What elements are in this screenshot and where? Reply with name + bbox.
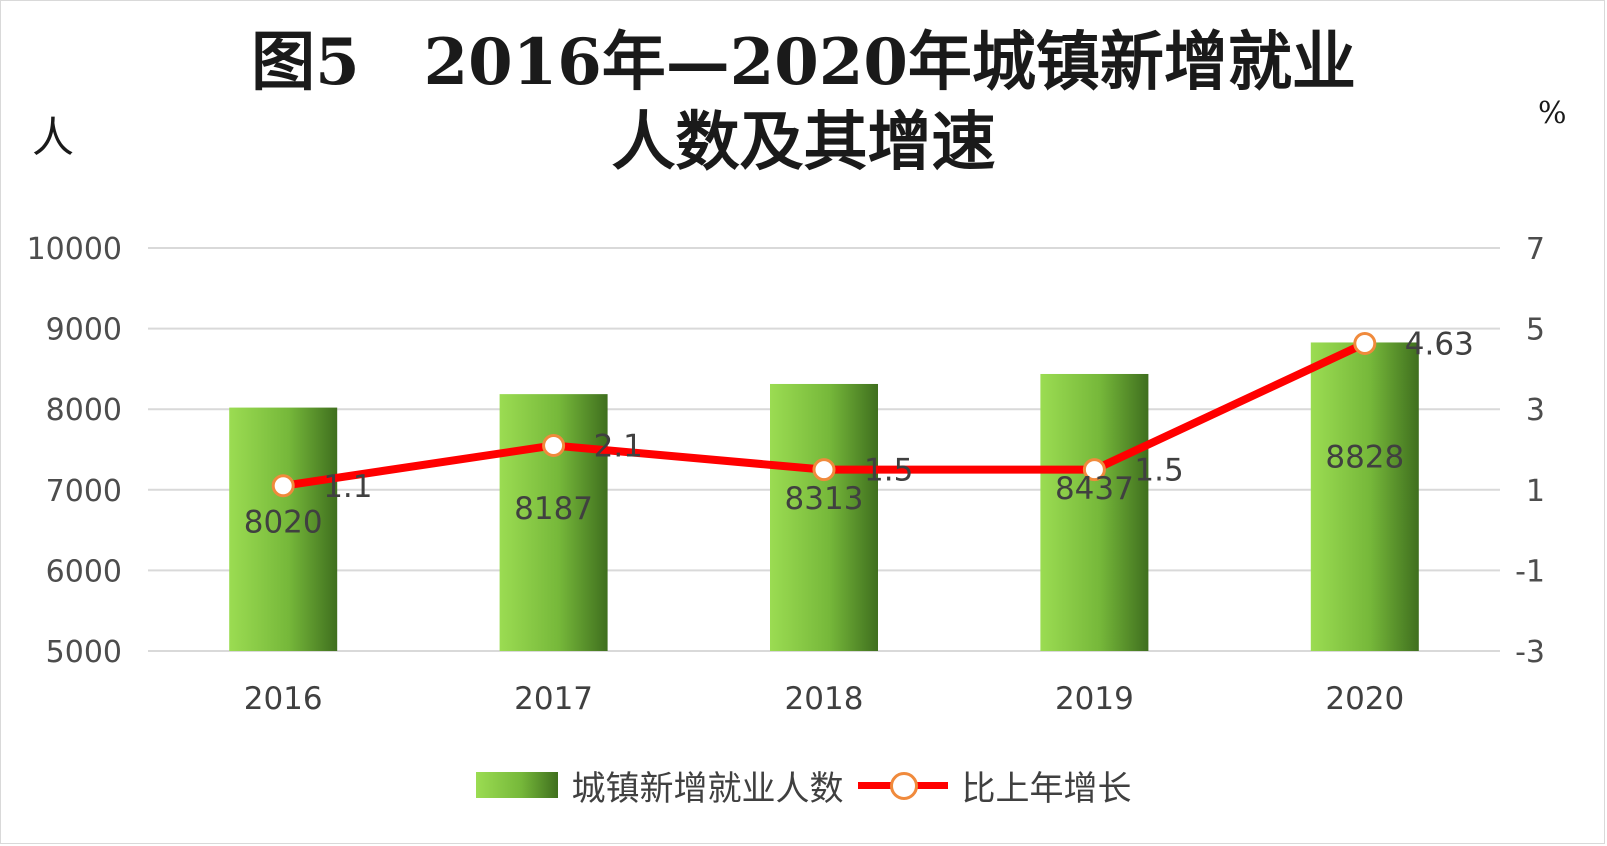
- left-axis-tick: 8000: [46, 393, 122, 428]
- line-marker: [271, 474, 295, 498]
- left-axis-tick: 9000: [46, 313, 122, 348]
- bar: [229, 407, 338, 651]
- bar-value-label: 8313: [785, 481, 864, 517]
- line-value-label: 2.1: [594, 428, 643, 464]
- x-axis-tick: 2019: [1055, 681, 1134, 717]
- bar-value-label: 8020: [244, 505, 323, 541]
- right-axis-tick: -3: [1515, 635, 1545, 670]
- right-axis-unit: %: [1538, 96, 1567, 131]
- left-axis-tick: 10000: [27, 232, 122, 267]
- x-axis-tick: 2016: [244, 681, 323, 717]
- bar: [770, 383, 878, 651]
- bar-value-label: 8187: [514, 491, 593, 527]
- right-axis-tick: 7: [1526, 232, 1545, 267]
- line-value-label: 1.1: [323, 469, 372, 505]
- chart-title-line2: 人数及其增速: [611, 105, 996, 180]
- left-axis-tick: 6000: [46, 554, 122, 589]
- bar-value-label: 8828: [1325, 439, 1404, 475]
- line-marker: [1082, 458, 1106, 482]
- x-axis-tick: 2018: [785, 681, 864, 717]
- legend-item-bars: 城镇新增就业人数: [475, 761, 844, 810]
- bar-value-label: 8437: [1055, 471, 1134, 507]
- legend-line-swatch: [857, 770, 948, 800]
- right-axis-tick: -1: [1515, 554, 1545, 589]
- legend-bar-label: 城镇新增就业人数: [571, 768, 844, 809]
- legend-item-line: 比上年增长: [857, 761, 1132, 810]
- x-axis-tick: 2020: [1325, 681, 1404, 717]
- line-marker: [1353, 332, 1377, 356]
- x-axis-tick: 2017: [514, 681, 593, 717]
- bar: [1040, 373, 1149, 651]
- chart-title-line1: 图5 2016年—2020年城镇新增就业: [251, 25, 1356, 100]
- right-axis-tick: 5: [1526, 313, 1545, 348]
- line-value-label: 1.5: [1134, 453, 1183, 489]
- left-axis-tick: 5000: [46, 635, 122, 670]
- legend-bar-swatch: [475, 772, 558, 798]
- legend-line-label: 比上年增长: [961, 768, 1132, 809]
- left-axis-tick: 7000: [46, 474, 122, 509]
- line-marker: [542, 433, 566, 457]
- left-axis-unit: 人: [32, 113, 75, 162]
- line-marker: [812, 458, 836, 482]
- line-value-label: 1.5: [864, 453, 913, 489]
- bar: [1310, 342, 1419, 651]
- line-value-label: 4.63: [1405, 327, 1474, 363]
- right-axis-tick: 1: [1526, 474, 1545, 509]
- legend: 城镇新增就业人数 比上年增长: [0, 760, 1607, 810]
- right-axis-tick: 3: [1526, 393, 1545, 428]
